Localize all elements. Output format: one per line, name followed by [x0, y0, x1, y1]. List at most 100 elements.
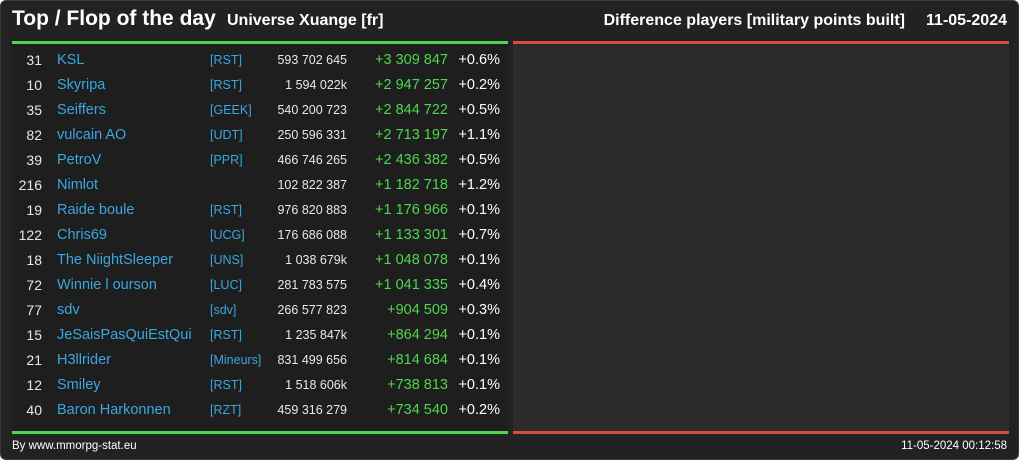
player-points: 250 596 331: [277, 128, 347, 142]
table-row: 77 sdv [sdv] 266 577 823 +904 509 +0.3%: [12, 298, 508, 323]
points-difference: +734 540: [387, 402, 448, 418]
top-divider-negative: [513, 41, 1009, 44]
player-points: 459 316 279: [277, 403, 347, 417]
points-difference: +2 713 197: [375, 127, 448, 143]
player-rank: 216: [18, 177, 42, 193]
player-name-link[interactable]: Skyripa: [57, 77, 106, 93]
player-name-link[interactable]: Nimlot: [57, 177, 99, 193]
alliance-tag-link[interactable]: [UNS]: [210, 253, 244, 267]
table-row: 12 Smiley [RST] 1 518 606k +738 813 +0.1%: [12, 373, 508, 398]
player-points: 1 594 022k: [285, 78, 347, 92]
alliance-tag-link[interactable]: [RST]: [210, 53, 242, 67]
points-difference: +1 048 078: [375, 252, 448, 268]
player-rank: 35: [26, 102, 42, 118]
points-difference: +1 133 301: [375, 227, 448, 243]
bottom-divider-negative: [513, 431, 1009, 434]
points-difference: +864 294: [387, 327, 448, 343]
percent-change: +0.3%: [458, 302, 500, 318]
table-row: 39 PetroV [PPR] 466 746 265 +2 436 382 +0.5%: [12, 148, 508, 173]
generated-timestamp: 11-05-2024 00:12:58: [901, 440, 1007, 452]
percent-change: +0.5%: [458, 102, 500, 118]
points-difference: +3 309 847: [375, 52, 448, 68]
page-title: Top / Flop of the day: [12, 7, 216, 30]
player-rank: 122: [18, 227, 42, 243]
player-points: 102 822 387: [277, 178, 347, 192]
table-row: 72 Winnie l ourson [LUC] 281 783 575 +1 041 …: [12, 273, 508, 298]
alliance-tag-link[interactable]: [GEEK]: [210, 103, 252, 117]
table-row: 40 Baron Harkonnen [RZT] 459 316 279 +734 54…: [12, 398, 508, 423]
alliance-tag-link[interactable]: [RZT]: [210, 403, 242, 417]
points-difference: +2 947 257: [375, 77, 448, 93]
percent-change: +1.1%: [458, 127, 500, 143]
percent-change: +1.2%: [458, 177, 500, 193]
player-rank: 72: [26, 277, 42, 293]
table-row: 21 H3llrider [Mineurs] 831 499 656 +814 684 +…: [12, 348, 508, 373]
player-rank: 18: [26, 252, 42, 268]
player-name-link[interactable]: JeSaisPasQuiEstQui: [57, 327, 192, 343]
table-row: 216 Nimlot 102 822 387 +1 182 718 +1.2%: [12, 173, 508, 198]
player-points: 540 200 723: [277, 103, 347, 117]
alliance-tag-link[interactable]: [RST]: [210, 78, 242, 92]
percent-change: +0.1%: [458, 377, 500, 393]
ranking-subtitle: Difference players [military points buil…: [603, 12, 905, 29]
player-name-link[interactable]: PetroV: [57, 152, 102, 168]
player-name-link[interactable]: sdv: [57, 302, 80, 318]
table-row: 10 Skyripa [RST] 1 594 022k +2 947 257 +0.2%: [12, 73, 508, 98]
player-points: 281 783 575: [277, 278, 347, 292]
alliance-tag-link[interactable]: [PPR]: [210, 153, 243, 167]
top-players-panel: 31 KSL [RST] 593 702 645 +3 309 847 +0.6% 10 Sk…: [12, 44, 508, 431]
alliance-tag-link[interactable]: [LUC]: [210, 278, 242, 292]
points-difference: +1 176 966: [375, 202, 448, 218]
bottom-divider-positive: [12, 431, 508, 434]
flop-players-panel: [513, 44, 1009, 431]
player-name-link[interactable]: Chris69: [57, 227, 107, 243]
points-difference: +814 684: [387, 352, 448, 368]
player-rank: 82: [26, 127, 42, 143]
table-row: 122 Chris69 [UCG] 176 686 088 +1 133 301 +0.7…: [12, 223, 508, 248]
percent-change: +0.6%: [458, 52, 500, 68]
table-row: 18 The NiightSleeper [UNS] 1 038 679k +1 048…: [12, 248, 508, 273]
player-rank: 39: [26, 152, 42, 168]
percent-change: +0.1%: [458, 327, 500, 343]
player-points: 1 038 679k: [285, 253, 347, 267]
player-points: 466 746 265: [277, 153, 347, 167]
player-rank: 12: [26, 377, 42, 393]
universe-label: Universe Xuange [fr]: [227, 12, 384, 29]
points-difference: +1 041 335: [375, 277, 448, 293]
alliance-tag-link[interactable]: [RST]: [210, 328, 242, 342]
table-row: 15 JeSaisPasQuiEstQui [RST] 1 235 847k +864 …: [12, 323, 508, 348]
player-points: 1 235 847k: [285, 328, 347, 342]
percent-change: +0.5%: [458, 152, 500, 168]
player-rank: 31: [26, 52, 42, 68]
points-difference: +738 813: [387, 377, 448, 393]
alliance-tag-link[interactable]: [RST]: [210, 378, 242, 392]
player-name-link[interactable]: Winnie l ourson: [57, 277, 157, 293]
player-points: 266 577 823: [277, 303, 347, 317]
alliance-tag-link[interactable]: [UCG]: [210, 228, 245, 242]
player-rank: 19: [26, 202, 42, 218]
alliance-tag-link[interactable]: [sdv]: [210, 303, 237, 317]
points-difference: +2 436 382: [375, 152, 448, 168]
player-name-link[interactable]: H3llrider: [57, 352, 111, 368]
table-row: 82 vulcain AO [UDT] 250 596 331 +2 713 197 +1…: [12, 123, 508, 148]
player-name-link[interactable]: Raide boule: [57, 202, 135, 218]
player-name-link[interactable]: The NiightSleeper: [57, 252, 174, 268]
alliance-tag-link[interactable]: [UDT]: [210, 128, 243, 142]
alliance-tag-link[interactable]: [RST]: [210, 203, 242, 217]
points-difference: +904 509: [387, 302, 448, 318]
percent-change: +0.2%: [458, 77, 500, 93]
player-name-link[interactable]: vulcain AO: [57, 127, 127, 143]
player-name-link[interactable]: KSL: [57, 52, 85, 68]
player-points: 176 686 088: [277, 228, 347, 242]
player-points: 1 518 606k: [285, 378, 347, 392]
percent-change: +0.1%: [458, 252, 500, 268]
alliance-tag-link[interactable]: [Mineurs]: [210, 353, 262, 367]
player-name-link[interactable]: Smiley: [57, 377, 101, 393]
table-row: 35 Seiffers [GEEK] 540 200 723 +2 844 722 +0.…: [12, 98, 508, 123]
player-name-link[interactable]: Seiffers: [57, 102, 106, 118]
player-name-link[interactable]: Baron Harkonnen: [57, 402, 171, 418]
source-credit: By www.mmorpg-stat.eu: [12, 440, 137, 452]
player-rank: 77: [26, 302, 42, 318]
player-rank: 40: [26, 402, 42, 418]
